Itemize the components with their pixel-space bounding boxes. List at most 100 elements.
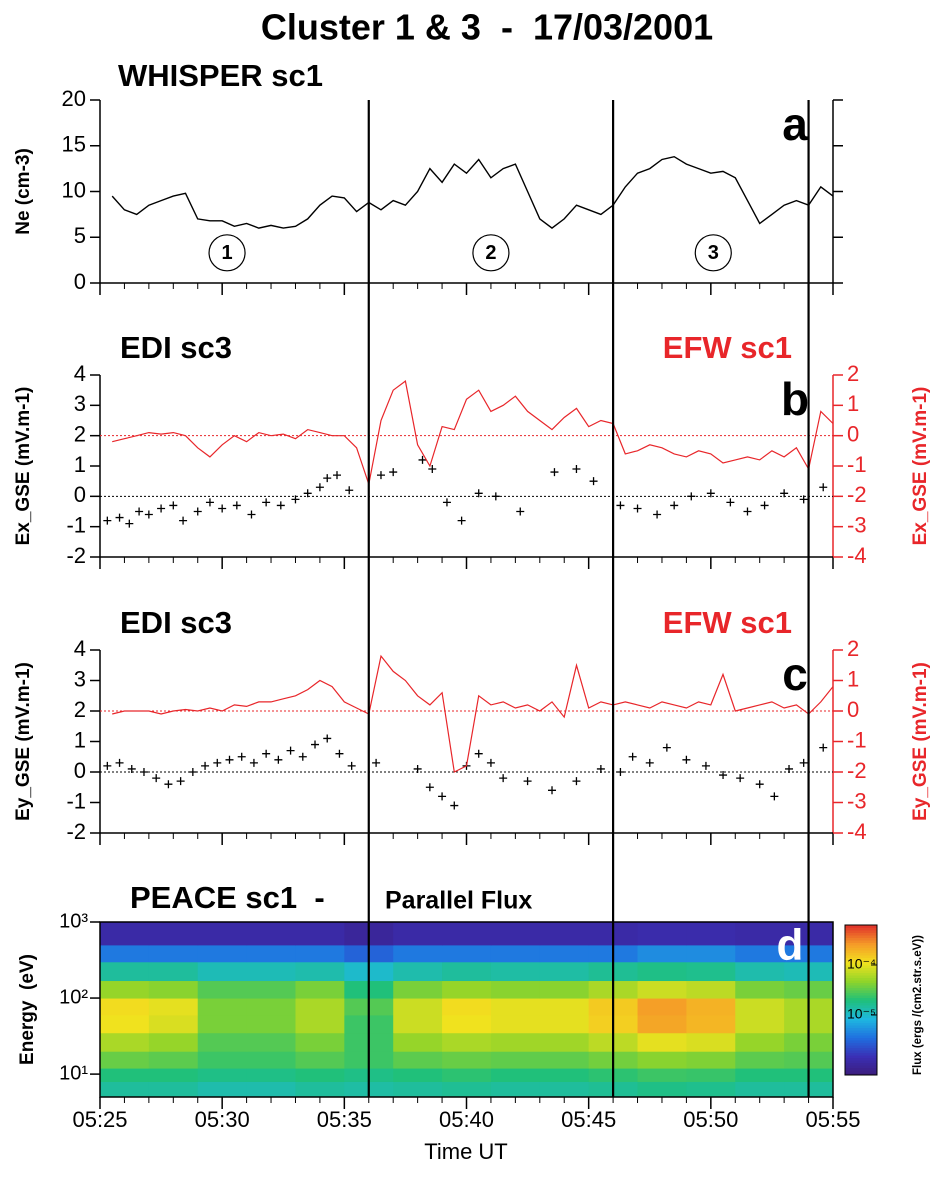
heatmap-cell xyxy=(490,1068,541,1082)
heatmap-cell xyxy=(295,1068,345,1082)
heatmap-cell xyxy=(295,1051,345,1069)
colorbar-strip xyxy=(845,962,877,966)
data-point xyxy=(736,774,745,783)
heatmap-cell xyxy=(100,1014,150,1034)
data-point xyxy=(474,489,483,498)
heatmap-cell xyxy=(246,1068,296,1082)
data-point xyxy=(770,792,779,801)
y-tick-label: 1 xyxy=(74,452,86,477)
y-tick-label: -1 xyxy=(66,512,86,537)
data-point xyxy=(188,768,197,776)
heatmap-cell xyxy=(637,1051,687,1069)
heatmap-cell xyxy=(490,961,541,982)
heatmap-cell xyxy=(148,1051,199,1069)
data-point xyxy=(548,786,557,795)
y2-tick-label: -4 xyxy=(847,543,867,568)
data-point xyxy=(274,755,283,764)
colorbar-strip xyxy=(845,965,877,968)
data-point xyxy=(139,768,148,776)
heatmap-cell xyxy=(686,1032,736,1052)
heatmap-cell xyxy=(686,922,736,946)
colorbar-strip xyxy=(845,940,877,943)
y2-tick-label: 2 xyxy=(847,636,859,661)
data-point xyxy=(335,749,344,758)
heatmap-cell xyxy=(295,1081,345,1098)
heatmap-cell xyxy=(295,980,345,999)
x-tick-label: 05:40 xyxy=(439,1107,494,1132)
heatmap-cell xyxy=(539,1068,590,1082)
data-line xyxy=(112,380,834,487)
data-point xyxy=(755,780,764,789)
series-title: EFW sc1 xyxy=(663,605,792,640)
x-tick-label: 05:50 xyxy=(683,1107,738,1132)
data-point xyxy=(687,492,696,501)
heatmap-cell xyxy=(490,944,541,963)
data-point xyxy=(413,764,422,773)
data-point xyxy=(218,504,227,513)
colorbar-strip xyxy=(845,990,877,993)
heatmap-cell xyxy=(637,1081,687,1098)
y-tick-label: 10¹ xyxy=(59,1062,88,1084)
heatmap-cell xyxy=(393,944,443,963)
data-point xyxy=(376,471,385,480)
data-point xyxy=(232,501,241,510)
colorbar-strip xyxy=(845,1052,877,1056)
heatmap-cell xyxy=(148,1032,199,1052)
heatmap-cell xyxy=(295,922,345,946)
data-point xyxy=(701,761,710,770)
heatmap-cell xyxy=(393,1032,443,1052)
data-point xyxy=(450,801,459,810)
heatmap-cell xyxy=(442,998,492,1016)
data-point xyxy=(743,507,752,516)
heatmap-cell xyxy=(393,961,443,982)
colorbar-strip xyxy=(845,980,877,983)
colorbar-strip xyxy=(845,1012,877,1016)
heatmap-cell xyxy=(637,944,687,963)
y2-axis-label: Ey_GSE (mV.m-1) xyxy=(910,662,931,821)
y-tick-label: 3 xyxy=(74,666,86,691)
data-point xyxy=(389,468,398,477)
heatmap-cell xyxy=(442,961,492,982)
y2-tick-label: 2 xyxy=(847,361,859,386)
y2-tick-label: 1 xyxy=(847,666,859,691)
heatmap-cell xyxy=(686,1081,736,1098)
heatmap-cell xyxy=(442,922,492,946)
series-title: EDI sc3 xyxy=(120,605,232,640)
colorbar-strip xyxy=(845,1032,877,1036)
data-point xyxy=(596,764,605,773)
heatmap-cell xyxy=(393,1081,443,1098)
heatmap-cell xyxy=(539,1014,590,1034)
colorbar-strip xyxy=(845,927,877,931)
heatmap-cell xyxy=(637,1032,687,1052)
data-point xyxy=(372,758,381,767)
heatmap-cell xyxy=(197,961,248,982)
data-point xyxy=(125,519,134,528)
y2-tick-label: 0 xyxy=(847,421,859,446)
y-tick-label: 0 xyxy=(74,482,86,507)
data-point xyxy=(682,755,691,764)
heatmap-cell xyxy=(100,980,150,999)
heatmap-cell xyxy=(393,998,443,1016)
colorbar-strip xyxy=(845,1035,877,1038)
data-point xyxy=(719,771,728,780)
data-line xyxy=(112,654,834,773)
data-point xyxy=(311,740,320,749)
data-point xyxy=(213,758,222,767)
data-point xyxy=(799,758,808,767)
colorbar-tick-label: 10⁻⁴ xyxy=(847,956,876,972)
data-point xyxy=(169,501,178,510)
heatmap-cell xyxy=(686,1068,736,1082)
heatmap-cell xyxy=(197,1051,248,1069)
colorbar-strip xyxy=(845,942,877,946)
data-point xyxy=(474,749,483,758)
heatmap-cell xyxy=(442,1032,492,1052)
heatmap-cell xyxy=(686,944,736,963)
y-axis-label: Energy (eV) xyxy=(17,954,38,1065)
heatmap-cell xyxy=(197,1081,248,1098)
heatmap-cell xyxy=(442,1051,492,1069)
colorbar-strip xyxy=(845,952,877,956)
heatmap-cell xyxy=(393,1014,443,1034)
data-point xyxy=(819,483,828,492)
